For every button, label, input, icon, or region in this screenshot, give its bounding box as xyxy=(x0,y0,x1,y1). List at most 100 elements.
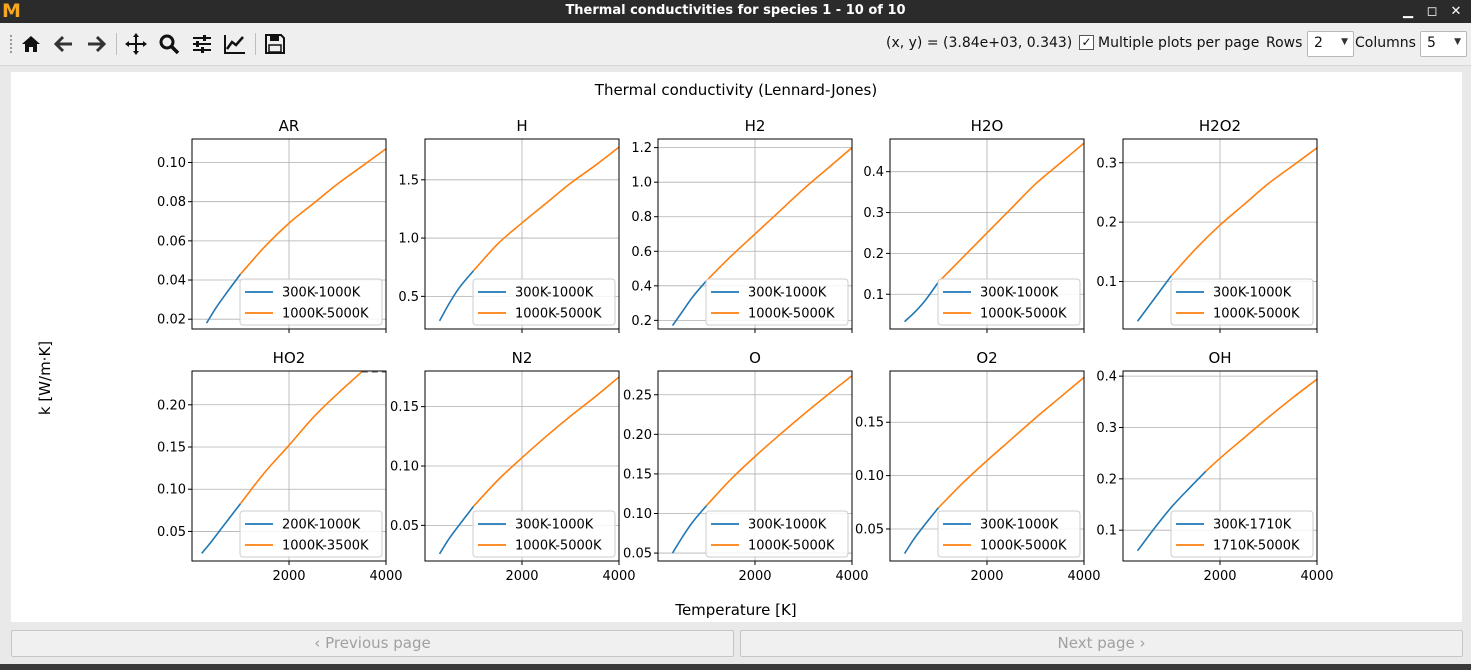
legend-entry: 200K-1000K xyxy=(282,518,361,533)
y-tick-label: 0.6 xyxy=(631,245,652,260)
cursor-coordinates: (x, y) = (3.84e+03, 0.343) xyxy=(886,35,1073,51)
legend-entry: 1000K-5000K xyxy=(515,307,602,322)
y-tick-label: 0.8 xyxy=(631,210,652,225)
y-tick-label: 0.3 xyxy=(1096,156,1117,171)
y-tick-label: 1.5 xyxy=(398,173,419,188)
series-line-300K-1000K xyxy=(438,270,475,322)
chevron-down-icon[interactable]: ▼ xyxy=(1341,37,1348,47)
toolbar-grip[interactable] xyxy=(10,35,15,53)
x-tick-label: 4000 xyxy=(602,569,635,584)
subplot-title: H2O2 xyxy=(1199,117,1241,135)
x-tick-label: 4000 xyxy=(1300,569,1333,584)
configure-subplots-button[interactable] xyxy=(188,31,216,57)
zoom-button[interactable] xyxy=(155,31,183,57)
subplot-ar: 0.02 0.04 0.06 0.08 0.10 AR 300K-1000K 1000K-50… xyxy=(157,117,387,333)
save-button[interactable] xyxy=(261,31,289,57)
series-line-1000K-5000K xyxy=(937,376,1085,509)
multiple-plots-label: Multiple plots per page xyxy=(1098,35,1260,51)
series-line-300K-1000K xyxy=(1136,275,1173,322)
legend-entry: 1710K-5000K xyxy=(1213,539,1300,554)
y-tick-label: 0.05 xyxy=(855,522,884,537)
restore-icon[interactable]: ◻ xyxy=(1426,4,1438,19)
toolbar-separator xyxy=(255,33,256,55)
minimize-icon[interactable]: ▁ xyxy=(1403,4,1413,19)
legend: 300K-1000K 1000K-5000K xyxy=(937,510,1081,558)
back-button[interactable] xyxy=(50,31,78,57)
close-icon[interactable]: ✕ xyxy=(1450,4,1462,19)
y-tick-label: 0.1 xyxy=(863,288,884,303)
edit-axes-button[interactable] xyxy=(221,31,249,57)
configure-subplots-icon xyxy=(193,35,211,53)
legend-entry: 300K-1000K xyxy=(515,518,594,533)
subplot-title: O2 xyxy=(976,349,997,367)
next-page-label: Next page xyxy=(1057,634,1135,652)
legend-entry: 300K-1000K xyxy=(515,286,594,301)
series-line-300K-1000K xyxy=(205,273,242,324)
y-tick-label: 0.1 xyxy=(1096,524,1117,539)
y-tick-label: 0.3 xyxy=(1096,421,1117,436)
legend-entry: 300K-1000K xyxy=(748,518,827,533)
legend-entry: 300K-1000K xyxy=(980,518,1059,533)
series-line-1000K-5000K xyxy=(1170,147,1318,277)
subplot-title: N2 xyxy=(512,349,533,367)
legend-box xyxy=(937,510,1081,558)
legend-box xyxy=(472,278,616,326)
pan-button[interactable] xyxy=(122,31,150,57)
subplot-o2: 0.05 0.10 0.15 2000 4000 O2 300K-1000K 1000K-50… xyxy=(855,349,1101,584)
next-page-button[interactable]: Next page › xyxy=(740,630,1463,657)
y-tick-label: 0.2 xyxy=(1096,216,1117,231)
legend: 300K-1000K 1000K-5000K xyxy=(705,278,849,326)
legend-entry: 1000K-5000K xyxy=(748,307,835,322)
series-line-1000K-3500K xyxy=(239,371,363,505)
back-icon xyxy=(53,35,72,53)
legend-entry: 300K-1710K xyxy=(1213,518,1292,533)
multiple-plots-checkbox[interactable]: ✓ xyxy=(1079,35,1094,50)
forward-button[interactable] xyxy=(82,31,110,57)
y-tick-label: 0.15 xyxy=(623,467,652,482)
rows-spinbox[interactable]: 2 ▼ xyxy=(1307,31,1354,57)
legend: 300K-1000K 1000K-5000K xyxy=(239,278,383,326)
y-tick-label: 0.02 xyxy=(157,313,186,328)
toolbar-separator xyxy=(116,33,117,55)
subplot-h2: 0.2 0.4 0.6 0.8 1.0 1.2 H2 300K-1000K 1000K-5000… xyxy=(631,117,853,333)
series-line-1710K-5000K xyxy=(1205,378,1318,472)
x-tick-label: 2000 xyxy=(738,569,771,584)
y-tick-label: 0.1 xyxy=(1096,275,1117,290)
subplot-h2o2: 0.1 0.2 0.3 H2O2 300K-1000K 1000K-5000K xyxy=(1096,117,1318,333)
figure-suptitle: Thermal conductivity (Lennard-Jones) xyxy=(594,81,877,99)
window-title: Thermal conductivities for species 1 - 1… xyxy=(565,3,906,18)
legend: 300K-1000K 1000K-5000K xyxy=(472,510,616,558)
home-button[interactable] xyxy=(17,31,45,57)
columns-spinbox[interactable]: 5 ▼ xyxy=(1420,31,1467,57)
series-line-1000K-5000K xyxy=(705,375,853,507)
y-tick-label: 0.05 xyxy=(157,525,186,540)
subplot-title: OH xyxy=(1208,349,1231,367)
chart-figure: Thermal conductivity (Lennard-Jones) Tem… xyxy=(36,81,1334,619)
legend-entry: 1000K-5000K xyxy=(980,307,1067,322)
series-line-300K-1000K xyxy=(903,507,940,554)
x-tick-label: 2000 xyxy=(505,569,538,584)
y-tick-label: 0.3 xyxy=(863,206,884,221)
save-icon xyxy=(265,34,285,54)
chevron-down-icon[interactable]: ▼ xyxy=(1454,37,1461,47)
series-line-300K-1710K xyxy=(1136,470,1207,552)
subplot-title: AR xyxy=(279,117,300,135)
legend-box xyxy=(239,510,383,558)
chevron-left-icon: ‹ xyxy=(314,634,321,652)
x-tick-label: 4000 xyxy=(835,569,868,584)
subplot-h2o: 0.1 0.2 0.3 0.4 H2O 300K-1000K 1000K-5000K xyxy=(863,117,1085,333)
series-line-1000K-5000K xyxy=(472,146,620,272)
previous-page-button[interactable]: ‹ Previous page xyxy=(11,630,734,657)
y-tick-label: 0.10 xyxy=(390,460,419,475)
rows-value: 2 xyxy=(1314,35,1323,51)
series-line-300K-1000K xyxy=(671,505,708,554)
window-bottom-edge xyxy=(0,664,1471,670)
series-line-1000K-5000K xyxy=(239,148,387,275)
window-titlebar: M Thermal conductivities for species 1 -… xyxy=(0,0,1471,23)
legend-box xyxy=(1170,278,1314,326)
figure-canvas[interactable]: Thermal conductivity (Lennard-Jones) Tem… xyxy=(11,72,1462,622)
y-tick-label: 0.5 xyxy=(398,290,419,305)
y-tick-label: 0.25 xyxy=(623,388,652,403)
x-axis-label: Temperature [K] xyxy=(674,601,796,619)
home-icon xyxy=(22,36,40,52)
